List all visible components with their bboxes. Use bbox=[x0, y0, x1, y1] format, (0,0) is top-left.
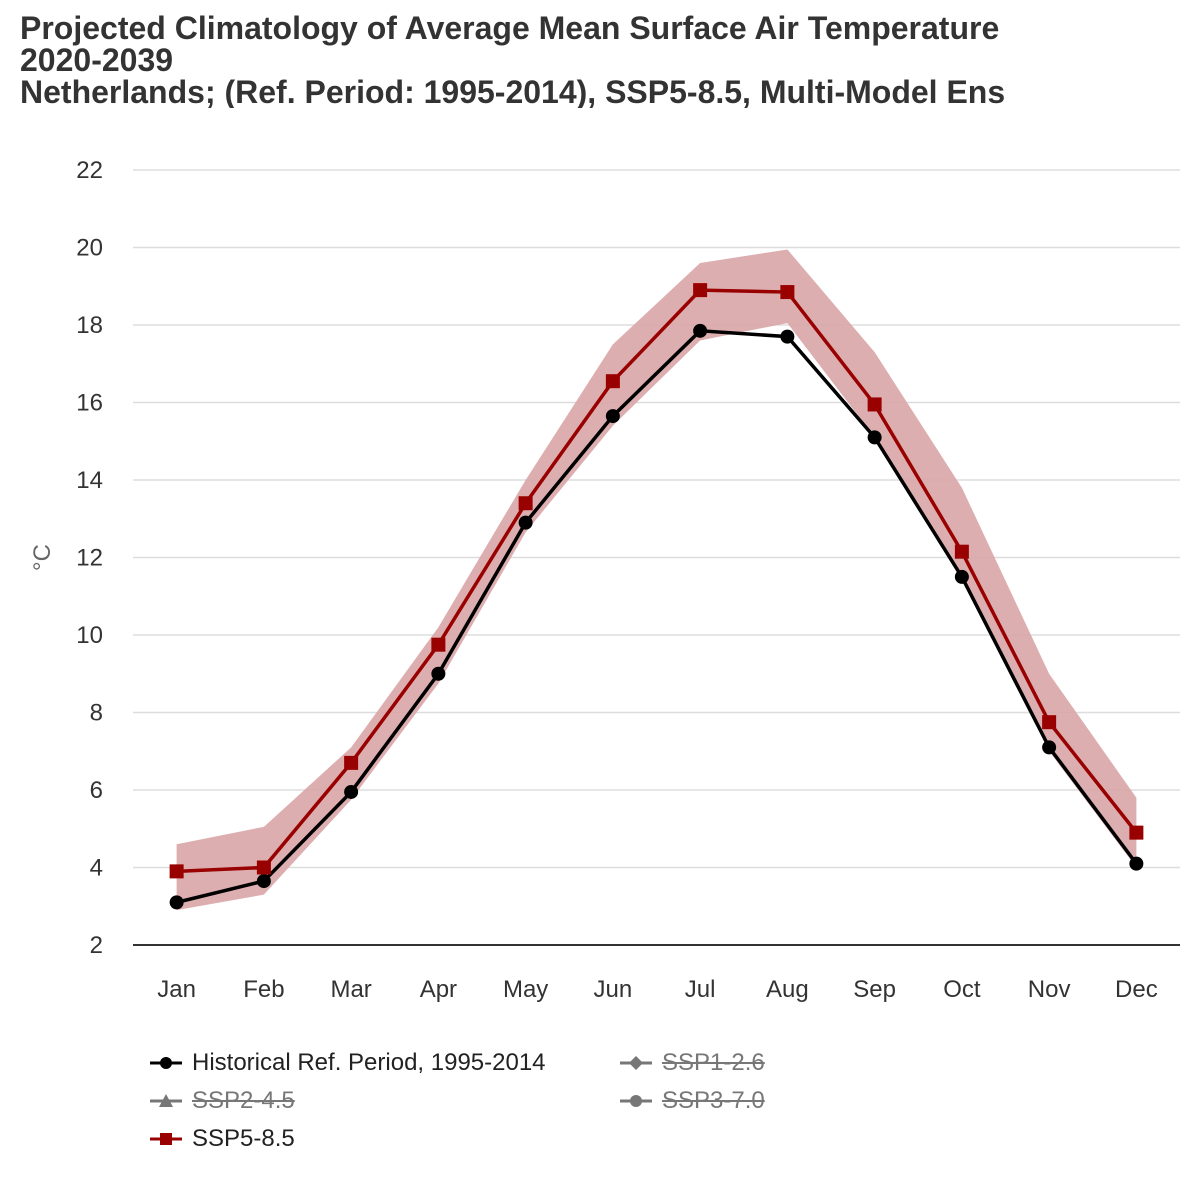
historical-point bbox=[605, 409, 620, 424]
legend-label: SSP1-2.6 bbox=[662, 1049, 765, 1076]
x-tick-label: Dec bbox=[1115, 976, 1158, 1003]
y-tick-label: 8 bbox=[90, 700, 103, 727]
axis-layer: 2 4 6 8 10 12 14 16 18 20 22 Jan Feb Mar Apr May Jun Jul A… bbox=[29, 157, 1180, 1003]
historical-point bbox=[431, 666, 446, 681]
legend-item-ssp245[interactable]: SSP2-4.5 bbox=[150, 1083, 295, 1119]
historical-point bbox=[256, 874, 271, 889]
y-tick-label: 2 bbox=[90, 932, 103, 959]
ssp585-point bbox=[1042, 715, 1057, 730]
y-tick-label: 6 bbox=[90, 777, 103, 804]
ssp585-point bbox=[693, 283, 708, 298]
x-tick-label: Nov bbox=[1028, 976, 1071, 1003]
triangle-icon bbox=[150, 1094, 182, 1107]
y-tick-label: 14 bbox=[76, 467, 103, 494]
x-tick-label: Aug bbox=[766, 976, 809, 1003]
square-icon bbox=[150, 1133, 182, 1145]
historical-point bbox=[780, 329, 795, 344]
chart-title: Projected Climatology of Average Mean Su… bbox=[20, 12, 1200, 108]
historical-point bbox=[169, 895, 184, 910]
legend-label: SSP3-7.0 bbox=[662, 1087, 765, 1114]
ssp585-point bbox=[431, 637, 446, 652]
y-axis-label: °C bbox=[29, 544, 56, 571]
x-tick-label: Jul bbox=[685, 976, 716, 1003]
y-tick-label: 18 bbox=[76, 312, 103, 339]
ssp585-point bbox=[1129, 825, 1144, 840]
ssp585-point bbox=[954, 544, 969, 559]
legend-item-ssp370[interactable]: SSP3-7.0 bbox=[620, 1083, 765, 1119]
ssp585-point bbox=[518, 496, 533, 511]
x-tick-label: Jun bbox=[594, 976, 633, 1003]
marker-layer bbox=[169, 283, 1144, 910]
legend-label: Historical Ref. Period, 1995-2014 bbox=[192, 1049, 546, 1076]
ssp585-series-line bbox=[176, 288, 1138, 874]
y-tick-label: 10 bbox=[76, 622, 103, 649]
x-tick-label: Jan bbox=[157, 976, 196, 1003]
grid-layer bbox=[133, 169, 1180, 869]
x-tick-label: Mar bbox=[330, 976, 371, 1003]
y-tick-label: 12 bbox=[76, 545, 103, 572]
historical-point bbox=[518, 515, 533, 530]
series-line-layer bbox=[176, 288, 1138, 905]
ssp585-point bbox=[780, 285, 795, 300]
circle-icon bbox=[620, 1095, 652, 1107]
ssp585-point bbox=[867, 397, 882, 412]
ssp585-range-band bbox=[176, 249, 1137, 911]
chart-title-line-3: Netherlands; (Ref. Period: 1995-2014), S… bbox=[20, 74, 1006, 108]
range-band-layer bbox=[176, 249, 1137, 911]
x-tick-label: May bbox=[503, 976, 548, 1003]
legend-item-historical[interactable]: Historical Ref. Period, 1995-2014 bbox=[150, 1045, 546, 1081]
x-tick-label: Sep bbox=[853, 976, 896, 1003]
historical-point bbox=[1129, 856, 1144, 871]
y-tick-label: 4 bbox=[90, 855, 103, 882]
ssp585-point bbox=[256, 860, 271, 875]
circle-icon bbox=[150, 1057, 182, 1069]
historical-point bbox=[693, 323, 708, 338]
legend-label: SSP2-4.5 bbox=[192, 1087, 295, 1114]
ssp585-point bbox=[344, 755, 359, 770]
historical-point bbox=[344, 784, 359, 799]
y-tick-label: 16 bbox=[76, 390, 103, 417]
ssp585-point bbox=[605, 374, 620, 389]
legend-item-ssp585[interactable]: SSP5-8.5 bbox=[150, 1121, 295, 1157]
chart-title-line-1: Projected Climatology of Average Mean Su… bbox=[20, 12, 1000, 46]
legend-label: SSP5-8.5 bbox=[192, 1125, 295, 1152]
x-tick-label: Apr bbox=[420, 976, 457, 1003]
legend-item-ssp126[interactable]: SSP1-2.6 bbox=[620, 1045, 765, 1081]
ssp585-point bbox=[169, 864, 184, 879]
historical-point bbox=[954, 569, 969, 584]
y-tick-label: 20 bbox=[76, 235, 103, 262]
x-tick-label: Oct bbox=[943, 976, 981, 1003]
chart-title-line-2: 2020-2039 bbox=[20, 42, 174, 78]
historical-series-line bbox=[176, 329, 1138, 905]
diamond-icon bbox=[620, 1056, 652, 1070]
x-tick-label: Feb bbox=[243, 976, 284, 1003]
historical-point bbox=[867, 430, 882, 445]
y-tick-label: 22 bbox=[76, 157, 103, 184]
historical-point bbox=[1042, 740, 1057, 755]
